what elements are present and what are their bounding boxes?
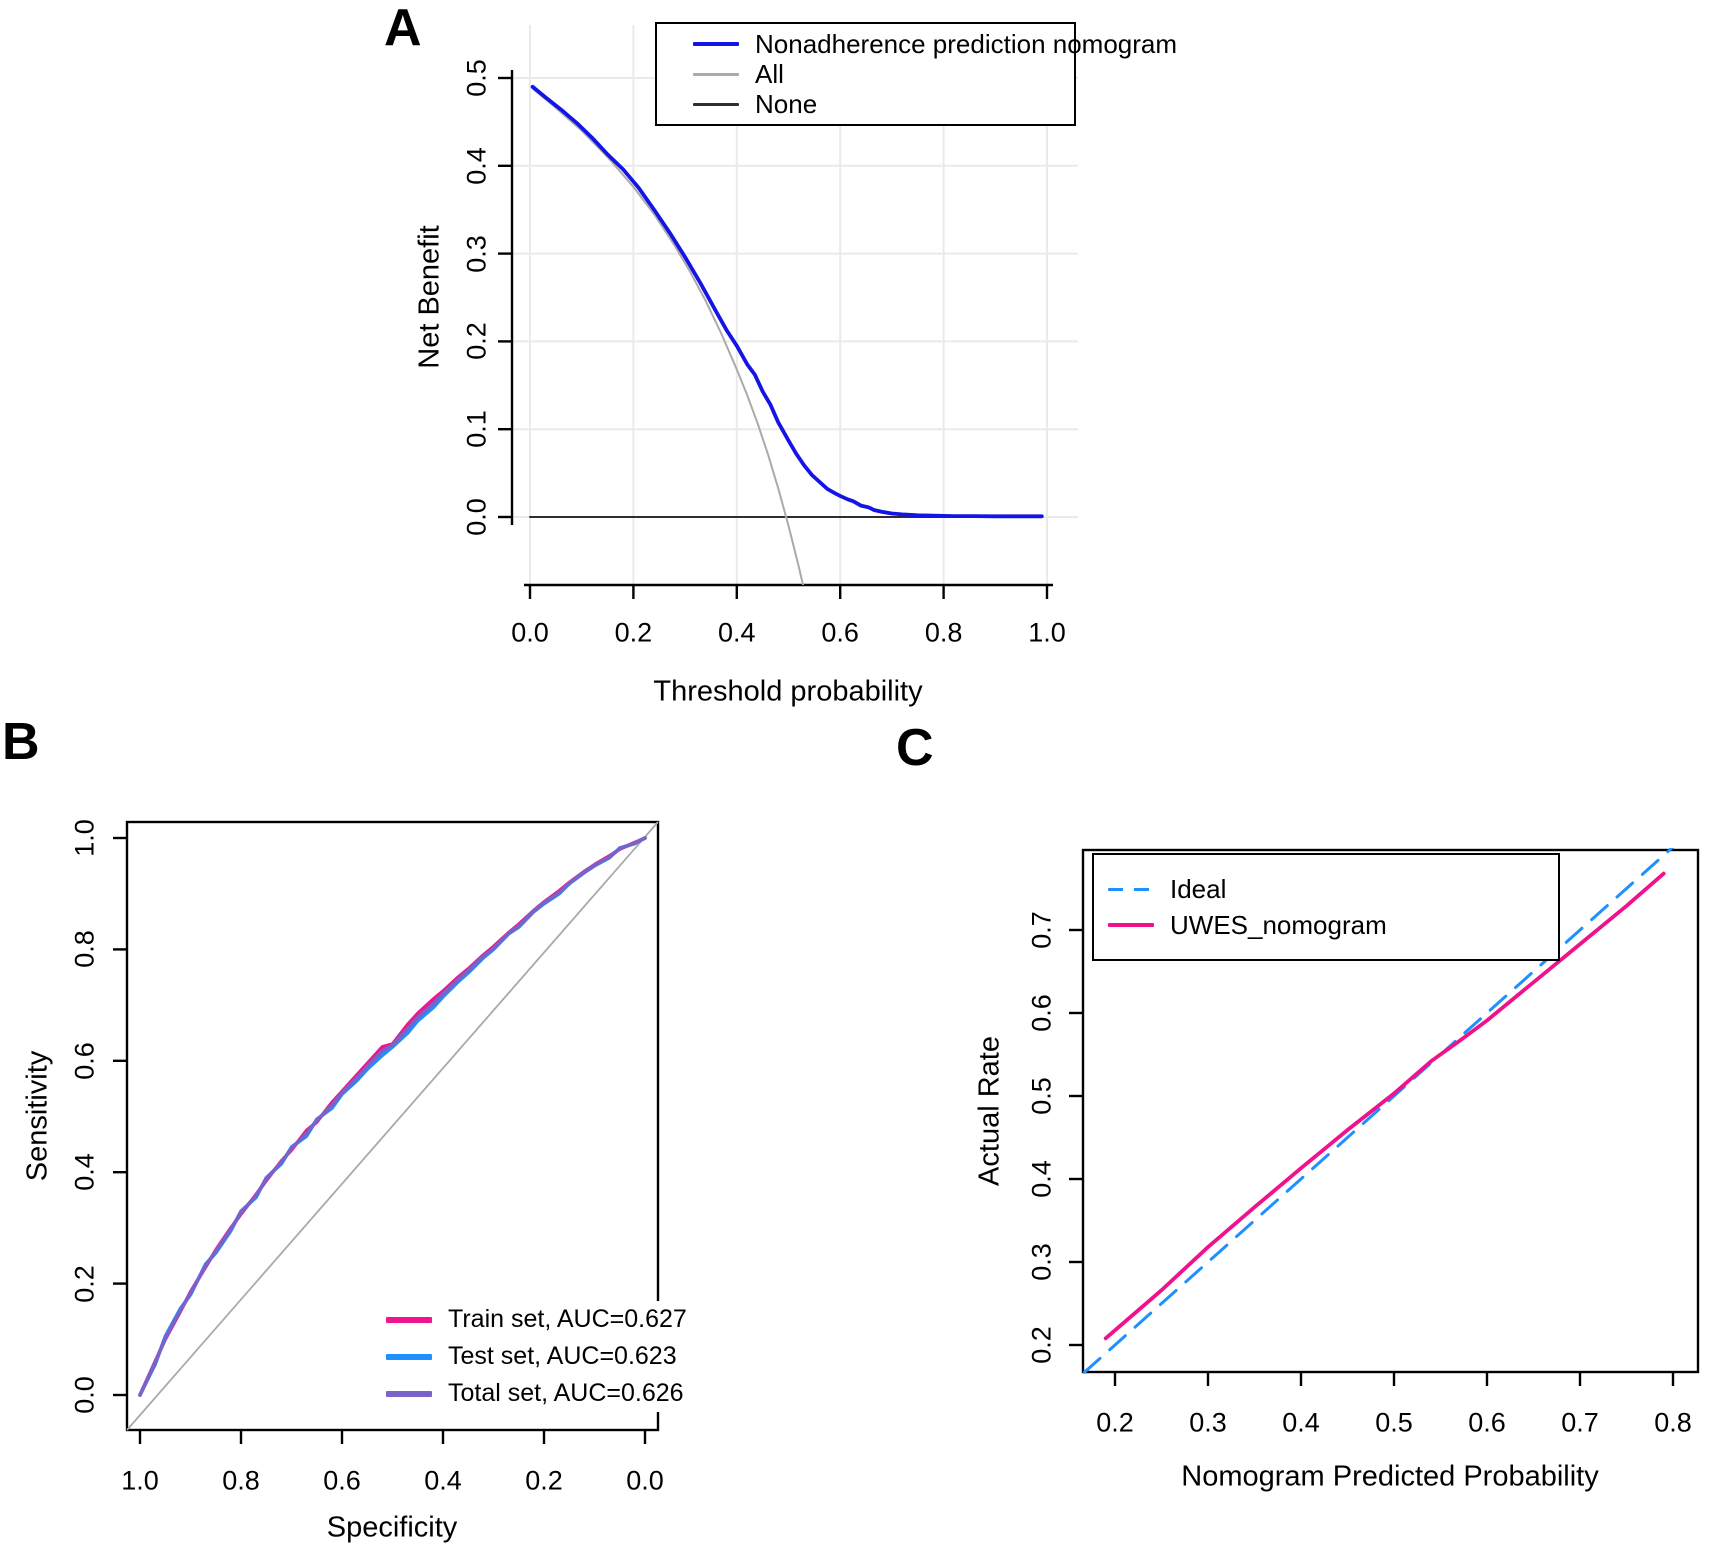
panel-a-xtick-3: 0.6 — [821, 617, 859, 648]
panel-b-xtick-2: 0.6 — [323, 1465, 361, 1496]
panel-a-x-axis-title: Threshold probability — [653, 675, 923, 708]
panel-a-ytick-3: 0.3 — [461, 234, 492, 273]
panel-a-ytick-2: 0.2 — [461, 322, 492, 361]
panel-b-y-axis-title: Sensitivity — [21, 1050, 54, 1182]
panel-a-legend: Nonadherence prediction nomogram All Non… — [655, 22, 1177, 126]
panel-b-label: B — [2, 713, 40, 771]
legend-row: All — [693, 58, 1074, 89]
test-set-line-swatch-icon — [386, 1353, 432, 1360]
panel-b-xtick-5: 0.0 — [626, 1465, 664, 1496]
panel-a-ytick-5: 0.5 — [461, 59, 492, 97]
panel-a-xtick-4: 0.8 — [924, 617, 963, 648]
legend-row: Nonadherence prediction nomogram — [693, 29, 1177, 59]
legend-label: Ideal — [1170, 873, 1227, 904]
legend-label: Total set, AUC=0.626 — [448, 1379, 684, 1407]
panel-c-label: C — [896, 719, 934, 777]
legend-label: Train set, AUC=0.627 — [448, 1305, 687, 1333]
panel-b-ytick-3: 0.6 — [69, 1042, 100, 1080]
panel-b-series-2 — [138, 836, 647, 1397]
train-set-line-swatch-icon — [386, 1316, 432, 1323]
panel-b-ytick-1: 0.2 — [69, 1264, 100, 1303]
panel-c-xtick-0: 0.2 — [1096, 1407, 1134, 1438]
panel-b-ytick-0: 0.0 — [69, 1376, 100, 1414]
panel-a-series-0 — [530, 84, 1044, 519]
legend-label: All — [755, 58, 784, 89]
legend-row: None — [693, 88, 1074, 119]
panel-c-series-1 — [1103, 871, 1666, 1341]
panel-a-label: A — [384, 0, 422, 57]
legend-label: Nonadherence prediction nomogram — [755, 28, 1178, 59]
panel-c-x-axis-title: Nomogram Predicted Probability — [1181, 1460, 1599, 1493]
axis-or-ref-line — [126, 821, 659, 1431]
panel-c-ytick-4: 0.6 — [1026, 994, 1057, 1032]
panel-a-xtick-0: 0.0 — [511, 617, 549, 648]
panel-c-frame — [1081, 848, 1700, 1374]
panel-b-xtick-0: 1.0 — [121, 1465, 159, 1496]
panel-a-y-axis-title: Net Benefit — [413, 225, 446, 369]
legend-label: Test set, AUC=0.623 — [448, 1342, 677, 1370]
panel-b-ytick-5: 1.0 — [69, 819, 100, 857]
panel-c-xtick-3: 0.5 — [1375, 1407, 1413, 1438]
panel-c-xtick-1: 0.3 — [1189, 1407, 1227, 1438]
legend-row: Total set, AUC=0.626 — [386, 1375, 687, 1412]
panel-c-ytick-5: 0.7 — [1026, 911, 1057, 949]
legend-row: Test set, AUC=0.623 — [386, 1338, 687, 1375]
panel-b-xtick-3: 0.4 — [424, 1465, 462, 1496]
all-line-swatch-icon — [693, 72, 739, 76]
panel-c-xtick-4: 0.6 — [1468, 1407, 1506, 1438]
nomogram-line-swatch-icon — [693, 42, 739, 46]
panel-c-xtick-6: 0.8 — [1654, 1407, 1692, 1438]
panel-b-ytick-4: 0.8 — [69, 930, 100, 969]
panel-b-frame — [125, 820, 660, 1432]
panel-b-x-axis-title: Specificity — [326, 1511, 458, 1544]
panel-a-ytick-0: 0.0 — [461, 498, 492, 536]
panel-c-ytick-2: 0.4 — [1026, 1160, 1057, 1198]
panel-c-ytick-0: 0.2 — [1026, 1326, 1057, 1364]
uwes-nomogram-line-swatch-icon — [1108, 923, 1154, 927]
panel-c-legend: Ideal UWES_nomogram — [1092, 853, 1560, 961]
panel-a-ytick-4: 0.4 — [461, 147, 492, 185]
legend-row: UWES_nomogram — [1108, 909, 1558, 941]
panel-a-series-1 — [531, 87, 805, 585]
panel-c-xtick-5: 0.7 — [1561, 1407, 1599, 1438]
panel-a-xtick-5: 1.0 — [1028, 617, 1066, 648]
panel-a-xtick-1: 0.2 — [614, 617, 653, 648]
panel-c-ytick-3: 0.5 — [1026, 1077, 1057, 1115]
panel-c-xtick-2: 0.4 — [1282, 1407, 1320, 1438]
total-set-line-swatch-icon — [386, 1390, 432, 1397]
none-line-swatch-icon — [693, 102, 739, 106]
ideal-dashed-line-swatch-icon — [1108, 887, 1154, 891]
legend-label: None — [755, 88, 818, 119]
panel-c-y-axis-title: Actual Rate — [973, 1036, 1006, 1186]
panel-c-series-0 — [1082, 848, 1675, 1374]
legend-row: Train set, AUC=0.627 — [386, 1301, 687, 1338]
panel-b-legend: Train set, AUC=0.627 Test set, AUC=0.623… — [386, 1301, 687, 1412]
legend-row: Ideal — [1108, 873, 1558, 905]
panel-a-xtick-2: 0.4 — [718, 617, 756, 648]
legend-label: UWES_nomogram — [1170, 909, 1387, 940]
panel-c-ytick-1: 0.3 — [1026, 1243, 1057, 1281]
panel-a-ytick-1: 0.1 — [461, 410, 492, 448]
panel-b-xtick-1: 0.8 — [222, 1465, 260, 1496]
panel-b-ytick-2: 0.4 — [69, 1153, 100, 1191]
panel-b-xtick-4: 0.2 — [525, 1465, 563, 1496]
